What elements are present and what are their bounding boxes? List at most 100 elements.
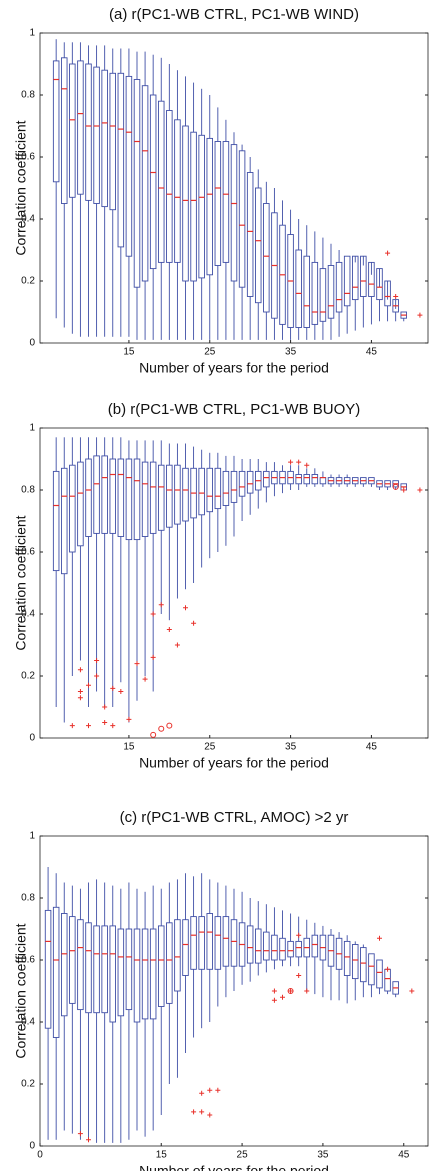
x-tick-label: 25 — [237, 1150, 249, 1161]
box — [384, 280, 391, 307]
box — [254, 928, 262, 964]
outlier — [288, 988, 294, 994]
box — [198, 134, 205, 279]
box — [166, 464, 173, 528]
x-tick-label: 15 — [123, 347, 135, 358]
box — [303, 255, 311, 328]
box — [141, 461, 149, 537]
outlier — [296, 973, 302, 978]
outlier — [199, 1109, 205, 1115]
box — [311, 934, 319, 958]
box — [174, 119, 181, 263]
box — [85, 63, 92, 201]
outlier — [77, 1131, 83, 1137]
circle-outlier — [158, 725, 165, 732]
box — [109, 925, 116, 1023]
y-tick-label: 0.6 — [21, 547, 35, 558]
chart-title: (b) r(PC1-WB CTRL, PC1-WB BUOY) — [108, 401, 361, 418]
y-axis-label: Correlation coefficient — [13, 120, 29, 255]
box — [360, 255, 367, 297]
x-tick-label: 25 — [204, 347, 216, 358]
outlier — [102, 704, 108, 710]
y-tick-label: 0 — [29, 338, 35, 349]
box — [246, 470, 254, 494]
box — [125, 928, 133, 1011]
box — [263, 470, 270, 488]
outlier — [199, 1090, 205, 1096]
box — [230, 919, 238, 967]
outlier — [126, 716, 132, 722]
box — [133, 79, 141, 288]
box — [133, 928, 141, 1023]
outlier — [102, 720, 108, 725]
box — [190, 916, 197, 970]
outlier — [296, 459, 302, 465]
outlier — [77, 695, 83, 701]
x-tick-label: 45 — [366, 742, 378, 753]
box — [125, 458, 133, 541]
y-tick-label: 1 — [29, 28, 35, 39]
box — [101, 455, 108, 534]
y-tick-label: 0.2 — [21, 1079, 35, 1090]
box — [101, 69, 108, 208]
box — [198, 467, 205, 516]
box — [352, 944, 359, 980]
box — [61, 913, 68, 1017]
box — [182, 919, 189, 976]
box — [69, 63, 76, 198]
x-axis-label: Number of years for the period — [139, 360, 329, 376]
outlier — [288, 459, 294, 465]
box — [368, 261, 375, 297]
box — [360, 947, 367, 983]
box — [149, 461, 157, 534]
outlier — [166, 627, 172, 632]
outlier — [86, 723, 91, 729]
box — [182, 125, 189, 282]
box — [125, 75, 133, 257]
box — [52, 906, 60, 1038]
outlier — [215, 1087, 221, 1093]
box — [101, 925, 108, 1014]
box — [214, 467, 222, 510]
box — [222, 141, 230, 263]
box — [149, 94, 157, 270]
chart-title: (c) r(PC1-WB CTRL, AMOC) >2 yr — [120, 809, 349, 826]
outlier — [304, 462, 310, 468]
y-tick-label: 0.4 — [21, 1017, 35, 1028]
outlier — [142, 676, 148, 682]
box — [263, 203, 270, 313]
box — [254, 187, 262, 304]
box — [166, 922, 173, 1004]
outlier — [150, 654, 156, 660]
box — [93, 66, 100, 204]
circle-outlier — [150, 731, 157, 738]
x-tick-label: 35 — [285, 347, 297, 358]
box — [117, 928, 125, 1017]
axes-frame — [39, 427, 429, 739]
box — [117, 72, 125, 248]
y-tick-label: 0.6 — [21, 955, 35, 966]
box — [69, 464, 76, 553]
box — [263, 931, 270, 961]
box — [222, 916, 230, 967]
outlier — [409, 988, 415, 994]
box — [214, 916, 222, 970]
x-tick-label: 45 — [366, 347, 378, 358]
outlier — [417, 312, 423, 318]
outlier — [77, 689, 83, 694]
outlier — [69, 723, 75, 729]
axes-frame — [39, 32, 429, 344]
box — [368, 953, 375, 986]
outlier — [417, 487, 423, 493]
outlier — [174, 642, 180, 648]
outlier — [158, 602, 164, 608]
box — [174, 919, 181, 992]
box — [198, 916, 205, 970]
box — [117, 458, 125, 537]
box — [141, 928, 149, 1020]
outlier — [110, 685, 116, 691]
y-tick-label: 0.8 — [21, 893, 35, 904]
box — [246, 172, 254, 297]
